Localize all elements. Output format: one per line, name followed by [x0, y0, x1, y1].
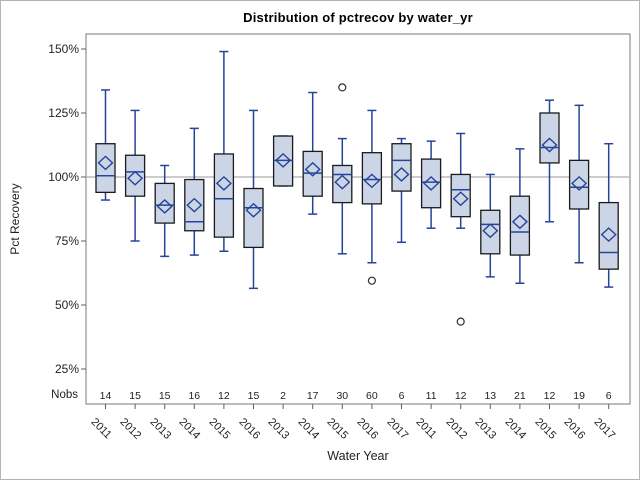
- x-axis-title: Water Year: [327, 449, 389, 463]
- nobs-value: 12: [454, 390, 467, 402]
- iqr-box: [124, 154, 146, 197]
- mean-diamond-marker: [600, 227, 617, 243]
- plot-frame: [85, 33, 631, 405]
- mean-diamond-marker: [156, 198, 173, 214]
- mean-diamond-marker: [127, 170, 144, 186]
- nobs-value: 11: [425, 390, 437, 402]
- mean-diamond-marker: [511, 214, 528, 230]
- nobs-value: 6: [605, 390, 612, 402]
- y-tick-label: 50%: [54, 298, 79, 312]
- iqr-box: [568, 159, 590, 210]
- chart-title: Distribution of pctrecov by water_yr: [243, 10, 473, 25]
- mean-diamond-marker: [363, 173, 380, 189]
- mean-diamond-marker: [245, 202, 262, 218]
- mean-diamond-marker: [97, 155, 114, 171]
- nobs-value: 21: [514, 390, 526, 402]
- iqr-box: [332, 164, 353, 204]
- outlier-marker: [367, 276, 376, 285]
- iqr-box: [420, 158, 442, 209]
- iqr-box: [213, 153, 235, 238]
- iqr-box: [509, 195, 531, 256]
- nobs-value: 16: [188, 390, 201, 402]
- y-tick-label: 75%: [54, 234, 79, 248]
- nobs-value: 15: [158, 390, 171, 402]
- nobs-value: 30: [336, 390, 349, 402]
- iqr-box: [184, 178, 205, 232]
- y-tick-label: 150%: [48, 42, 79, 56]
- iqr-box: [450, 173, 471, 218]
- mean-diamond-marker: [452, 191, 469, 207]
- mean-diamond-marker: [215, 175, 232, 191]
- nobs-value: 12: [543, 390, 556, 402]
- nobs-value: 2: [280, 390, 287, 402]
- nobs-value: 60: [366, 390, 378, 402]
- mean-diamond-marker: [393, 166, 410, 182]
- mean-diamond-marker: [423, 175, 440, 191]
- iqr-box: [154, 182, 175, 224]
- mean-diamond-marker: [482, 223, 499, 239]
- mean-diamond-marker: [275, 152, 292, 168]
- y-tick-label: 125%: [48, 106, 79, 120]
- mean-diamond-marker: [334, 174, 351, 190]
- nobs-value: 12: [218, 390, 230, 402]
- iqr-box: [243, 187, 264, 249]
- nobs-value: 15: [247, 390, 260, 402]
- mean-diamond-marker: [541, 137, 558, 153]
- mean-diamond-marker: [571, 175, 588, 191]
- nobs-value: 17: [306, 390, 319, 402]
- outlier-marker: [456, 317, 465, 326]
- iqr-box: [361, 152, 383, 205]
- nobs-value: 19: [573, 390, 585, 402]
- mean-diamond-marker: [304, 161, 321, 177]
- nobs-value: 13: [484, 390, 497, 402]
- nobs-row-label: Nobs: [51, 389, 78, 401]
- nobs-value: 6: [398, 390, 405, 402]
- y-tick-label: 100%: [48, 170, 79, 184]
- y-axis-title: Pct Recovery: [8, 183, 22, 255]
- nobs-value: 15: [129, 390, 141, 402]
- y-tick-label: 25%: [54, 362, 79, 376]
- outlier-marker: [338, 83, 347, 92]
- nobs-value: 14: [99, 390, 112, 402]
- mean-diamond-marker: [186, 197, 203, 213]
- iqr-box: [95, 143, 116, 194]
- iqr-box: [480, 209, 501, 255]
